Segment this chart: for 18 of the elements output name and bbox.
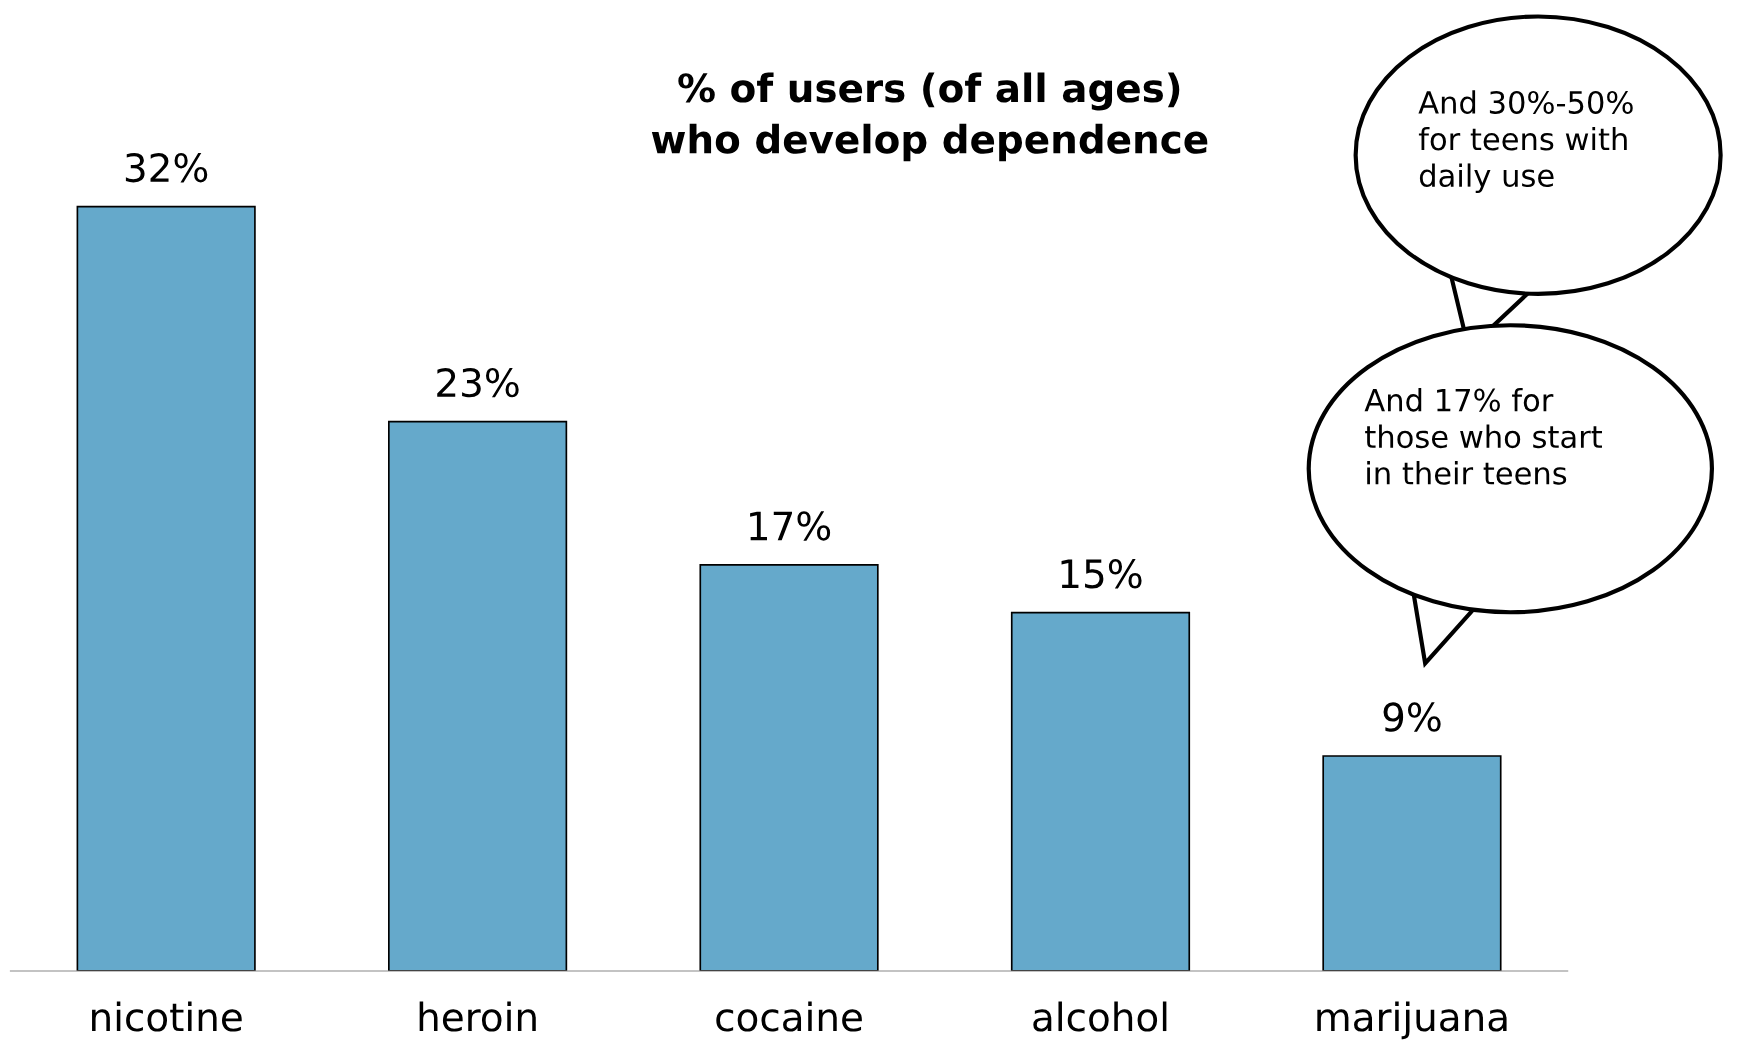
data-label: 23% [437, 367, 519, 398]
x-tick-label: marijuana [1317, 1001, 1507, 1040]
bar [699, 564, 879, 971]
text: And 30%-50% for teens with daily use [1418, 90, 1633, 193]
data-label: 9% [1383, 702, 1441, 732]
x-tick-label: heroin [419, 1001, 536, 1032]
annotation: And 17% for those who start in their teens [1364, 388, 1602, 485]
x-tick-label: alcohol [1033, 1001, 1167, 1032]
data-label: 32% [125, 152, 208, 183]
x-tick-label: cocaine [716, 1001, 862, 1032]
chart-title: % of users (of all ages) who develop dependence [651, 72, 1208, 162]
bar [76, 205, 256, 971]
x-tick-label: nicotine [92, 1001, 242, 1032]
bar [1322, 755, 1502, 971]
data-label: 15% [1061, 559, 1142, 589]
data-label: 17% [750, 511, 831, 541]
bar [388, 420, 568, 971]
bar [1010, 611, 1191, 971]
